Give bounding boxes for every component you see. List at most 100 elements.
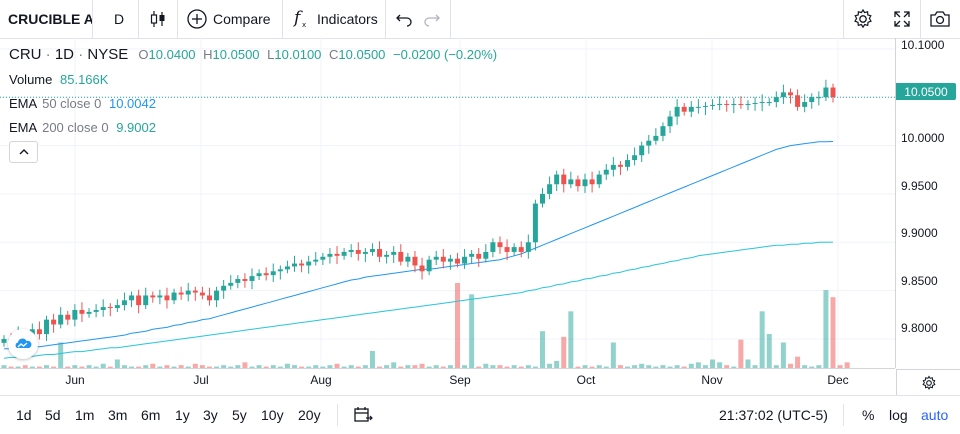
volume-bar [462, 365, 468, 368]
range-20y-button[interactable]: 20y [298, 407, 321, 423]
candle-body [398, 251, 404, 262]
symbol-search-button[interactable]: CRUCIBLE A [8, 0, 92, 38]
fullscreen-button[interactable] [890, 0, 914, 38]
settings-button[interactable] [851, 0, 875, 38]
interval-button[interactable]: D [100, 0, 138, 38]
candle-body [44, 319, 50, 335]
candle-body [121, 300, 127, 306]
candle-body [72, 309, 78, 320]
candle-body [717, 103, 723, 105]
volume-bar [185, 366, 191, 368]
candle-body [292, 263, 298, 267]
range-1d-button[interactable]: 1d [16, 407, 32, 423]
range-5d-button[interactable]: 5d [45, 407, 61, 423]
candle-body [490, 242, 496, 252]
time-tick: Oct [576, 373, 596, 387]
add-circle-icon [186, 8, 208, 30]
gear-icon [852, 8, 874, 30]
volume-bar [447, 365, 453, 368]
candle-body [284, 266, 290, 270]
redo-button[interactable] [422, 0, 442, 38]
candle-body [79, 309, 85, 314]
candle-body [242, 279, 248, 281]
screenshot-button[interactable] [928, 0, 952, 38]
compare-button[interactable]: Compare [186, 0, 271, 38]
candle-body [504, 247, 510, 252]
candle-body [787, 92, 793, 96]
volume-legend[interactable]: Volume 85.166K [9, 72, 108, 87]
volume-bar [787, 363, 793, 368]
ema200-legend[interactable]: EMA 200 close 0 9.9002 [9, 120, 156, 135]
volume-bar [568, 311, 574, 368]
candle-body [51, 319, 57, 325]
auto-scale-button[interactable]: auto [921, 407, 949, 423]
volume-bar [476, 366, 482, 368]
range-3m-button[interactable]: 3m [108, 407, 128, 423]
goto-date-button[interactable] [353, 396, 373, 434]
undo-button[interactable] [394, 0, 414, 38]
volume-bar [72, 365, 78, 368]
volume-value: 85.166K [60, 72, 109, 87]
log-scale-button[interactable]: log [889, 407, 908, 423]
toolbar-divider [385, 0, 386, 38]
volume-bar [469, 294, 475, 368]
volume-bar [795, 356, 801, 368]
range-10y-button[interactable]: 10y [261, 407, 284, 423]
time-axis[interactable]: Jun Jul Aug Sep Oct Nov Dec [0, 368, 895, 395]
volume-bar [667, 366, 673, 368]
toolbar-divider [450, 0, 451, 38]
candle-body [93, 309, 99, 312]
volume-bar [143, 365, 149, 368]
price-axis[interactable]: 10.1000 10.0000 9.9500 9.9000 9.8500 9.8… [895, 38, 960, 368]
candle-body [348, 250, 354, 252]
axis-settings-button[interactable] [896, 369, 960, 395]
percent-scale-button[interactable]: % [862, 407, 875, 423]
candle-body [256, 273, 262, 277]
volume-bar [717, 362, 723, 368]
chart-type-button[interactable] [146, 0, 170, 38]
volume-bar [327, 365, 333, 368]
ema50-params: 50 close 0 [42, 96, 102, 111]
volume-bar [29, 366, 35, 368]
candle-body [440, 256, 446, 262]
candle-body [710, 104, 716, 106]
candle-body [143, 295, 149, 306]
candle-body [377, 249, 383, 257]
clock-display[interactable]: 21:37:02 (UTC-5) [719, 407, 828, 423]
volume-bar [724, 365, 730, 368]
volume-bar [525, 365, 531, 368]
candle-body [299, 263, 305, 266]
range-1m-button[interactable]: 1m [75, 407, 95, 423]
volume-bar [837, 365, 843, 368]
ema50-line [4, 141, 834, 350]
price-tick: 9.8500 [901, 274, 938, 288]
toolbar-divider [177, 0, 178, 38]
range-3y-button[interactable]: 3y [203, 407, 218, 423]
candle-body [702, 105, 708, 107]
undo-icon [395, 10, 413, 28]
candle-body [355, 250, 361, 254]
ema50-label: EMA [9, 96, 37, 111]
volume-bar [412, 365, 418, 368]
toolbar-divider [843, 404, 844, 426]
volume-bar [632, 365, 638, 368]
collapse-legend-button[interactable] [9, 141, 38, 163]
candle-body [752, 102, 758, 104]
ema50-legend[interactable]: EMA 50 close 0 10.0042 [9, 96, 156, 111]
logo-button[interactable] [8, 329, 38, 359]
volume-bar [228, 366, 234, 368]
volume-bar [504, 366, 510, 368]
candle-body [603, 169, 609, 175]
range-6m-button[interactable]: 6m [141, 407, 161, 423]
candle-body [625, 160, 631, 167]
range-1y-button[interactable]: 1y [175, 407, 190, 423]
candle-body [405, 256, 411, 262]
candle-body [469, 253, 475, 257]
candle-body [511, 247, 517, 252]
open-value: 10.0400 [148, 47, 196, 62]
candle-body [419, 265, 425, 272]
range-5y-button[interactable]: 5y [232, 407, 247, 423]
candle-body [816, 97, 822, 99]
price-chart[interactable] [0, 38, 895, 368]
